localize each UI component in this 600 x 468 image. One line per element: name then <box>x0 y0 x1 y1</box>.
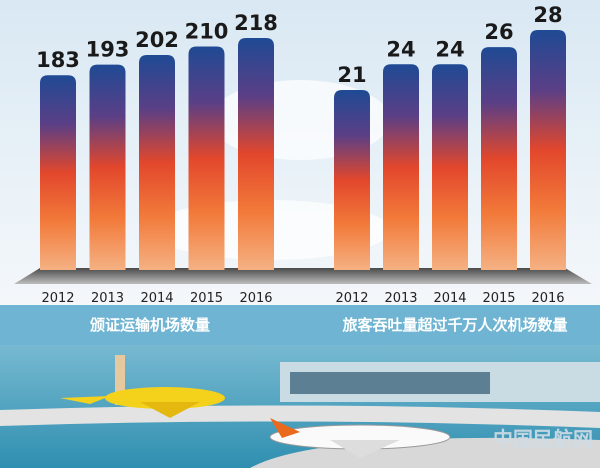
bar <box>481 47 517 271</box>
value-label: 202 <box>135 28 179 52</box>
value-label: 183 <box>36 48 80 72</box>
bar <box>334 90 370 270</box>
chart-title: 颁证运输机场数量 <box>90 316 210 334</box>
bar <box>383 64 419 271</box>
value-label: 193 <box>86 38 130 62</box>
bar <box>89 64 126 271</box>
terminal-windows <box>290 372 490 394</box>
bar <box>139 55 175 270</box>
watermark: 中国民航网 <box>493 427 593 451</box>
value-label: 24 <box>386 37 415 61</box>
x-tick-label: 2012 <box>41 291 74 306</box>
value-label: 28 <box>533 3 562 27</box>
bar <box>432 64 468 271</box>
chart-title: 旅客吞吐量超过千万人次机场数量 <box>342 316 567 334</box>
value-label: 26 <box>484 20 513 44</box>
runway <box>250 437 600 468</box>
x-tick-label: 2013 <box>384 291 417 306</box>
x-tick-label: 2016 <box>531 291 564 306</box>
bar <box>40 75 76 270</box>
value-label: 21 <box>337 63 366 87</box>
value-label: 24 <box>435 37 464 61</box>
plane-white <box>269 418 451 458</box>
floor <box>14 268 592 284</box>
x-tick-label: 2012 <box>335 291 368 306</box>
x-tick-label: 2015 <box>482 291 515 306</box>
x-tick-label: 2016 <box>239 291 272 306</box>
value-label: 210 <box>185 20 229 44</box>
bar <box>530 30 566 270</box>
x-tick-label: 2014 <box>433 291 466 306</box>
x-tick-label: 2013 <box>91 291 124 306</box>
caption-band <box>0 305 600 345</box>
x-tick-label: 2015 <box>190 291 223 306</box>
bar <box>238 38 274 270</box>
plane-yellow <box>60 387 225 418</box>
bar <box>188 46 225 270</box>
x-tick-label: 2014 <box>140 291 173 306</box>
value-label: 218 <box>234 11 278 35</box>
tower <box>115 355 125 405</box>
runway <box>0 405 600 428</box>
